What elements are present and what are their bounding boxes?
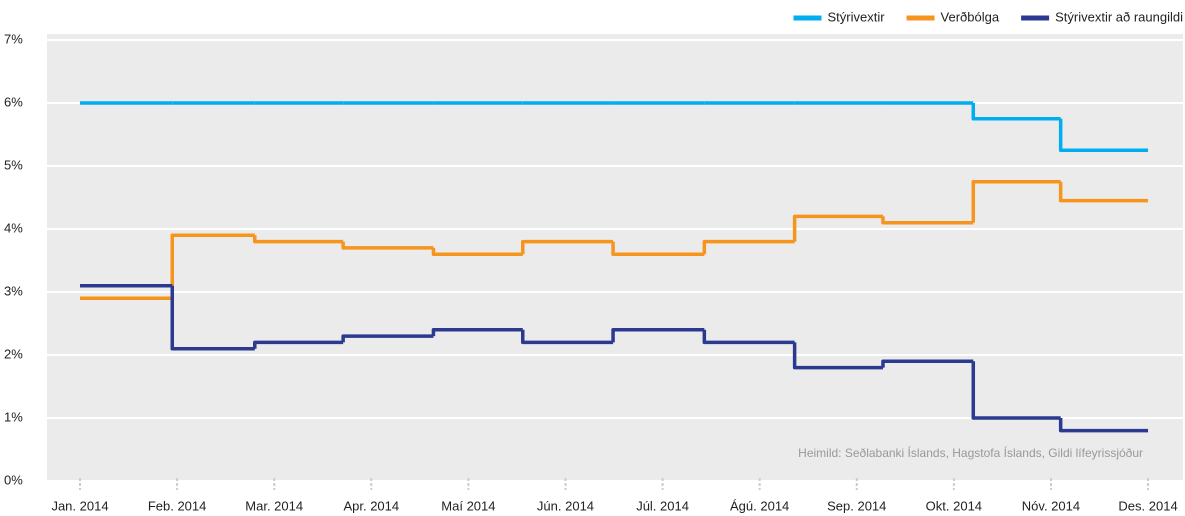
- y-tick-label: 2%: [4, 346, 23, 361]
- y-tick-label: 4%: [4, 220, 23, 235]
- step-segment: [881, 359, 974, 368]
- x-tick-label: Feb. 2014: [148, 498, 207, 513]
- step-segment: [521, 329, 614, 345]
- x-tick-label: Jan. 2014: [51, 498, 108, 513]
- step-segment: [431, 247, 523, 256]
- x-tick-label: Nóv. 2014: [1022, 498, 1080, 513]
- step-segment: [341, 241, 434, 250]
- legend-label: Stýrivextir: [827, 9, 885, 24]
- step-segment: [702, 239, 795, 255]
- y-tick-label: 0%: [4, 472, 23, 487]
- step-segment: [1058, 118, 1149, 152]
- legend-label: Verðbólga: [941, 9, 1000, 24]
- step-segment: [170, 285, 255, 351]
- x-tick-label: Des. 2014: [1118, 498, 1177, 513]
- source-note: Heimild: Seðlabanki Íslands, Hagstofa Ís…: [798, 445, 1143, 460]
- step-segment: [971, 103, 1061, 121]
- x-tick-label: Maí 2014: [441, 498, 495, 513]
- step-segment: [521, 239, 614, 255]
- legend-label: Stýrivextir að raungildi: [1055, 9, 1183, 24]
- x-tick-label: Júl. 2014: [636, 498, 689, 513]
- x-tick-label: Sep. 2014: [827, 498, 886, 513]
- step-segment: [170, 233, 255, 299]
- x-tick-label: Mar. 2014: [245, 498, 303, 513]
- y-tick-label: 7%: [4, 31, 23, 46]
- step-segment: [253, 340, 344, 349]
- step-segment: [971, 180, 1061, 223]
- y-tick-label: 6%: [4, 94, 23, 109]
- x-tick-label: Okt. 2014: [926, 498, 982, 513]
- step-segment: [431, 328, 523, 337]
- step-segment: [611, 241, 705, 256]
- x-tick-label: Apr. 2014: [343, 498, 399, 513]
- plot-background: [47, 34, 1183, 481]
- step-segment: [971, 361, 1061, 420]
- step-segment: [341, 334, 434, 343]
- y-tick-label: 3%: [4, 283, 23, 298]
- step-segment: [702, 329, 795, 345]
- step-segment: [253, 235, 344, 244]
- step-segment: [881, 216, 974, 225]
- step-segment: [792, 342, 883, 370]
- step-segment: [792, 214, 883, 242]
- step-segment: [1058, 418, 1149, 433]
- step-segment: [1058, 181, 1149, 203]
- y-tick-label: 5%: [4, 157, 23, 172]
- x-tick-label: Ágú. 2014: [730, 498, 789, 513]
- step-segment: [611, 328, 705, 343]
- x-tick-label: Jún. 2014: [537, 498, 594, 513]
- y-tick-label: 1%: [4, 409, 23, 424]
